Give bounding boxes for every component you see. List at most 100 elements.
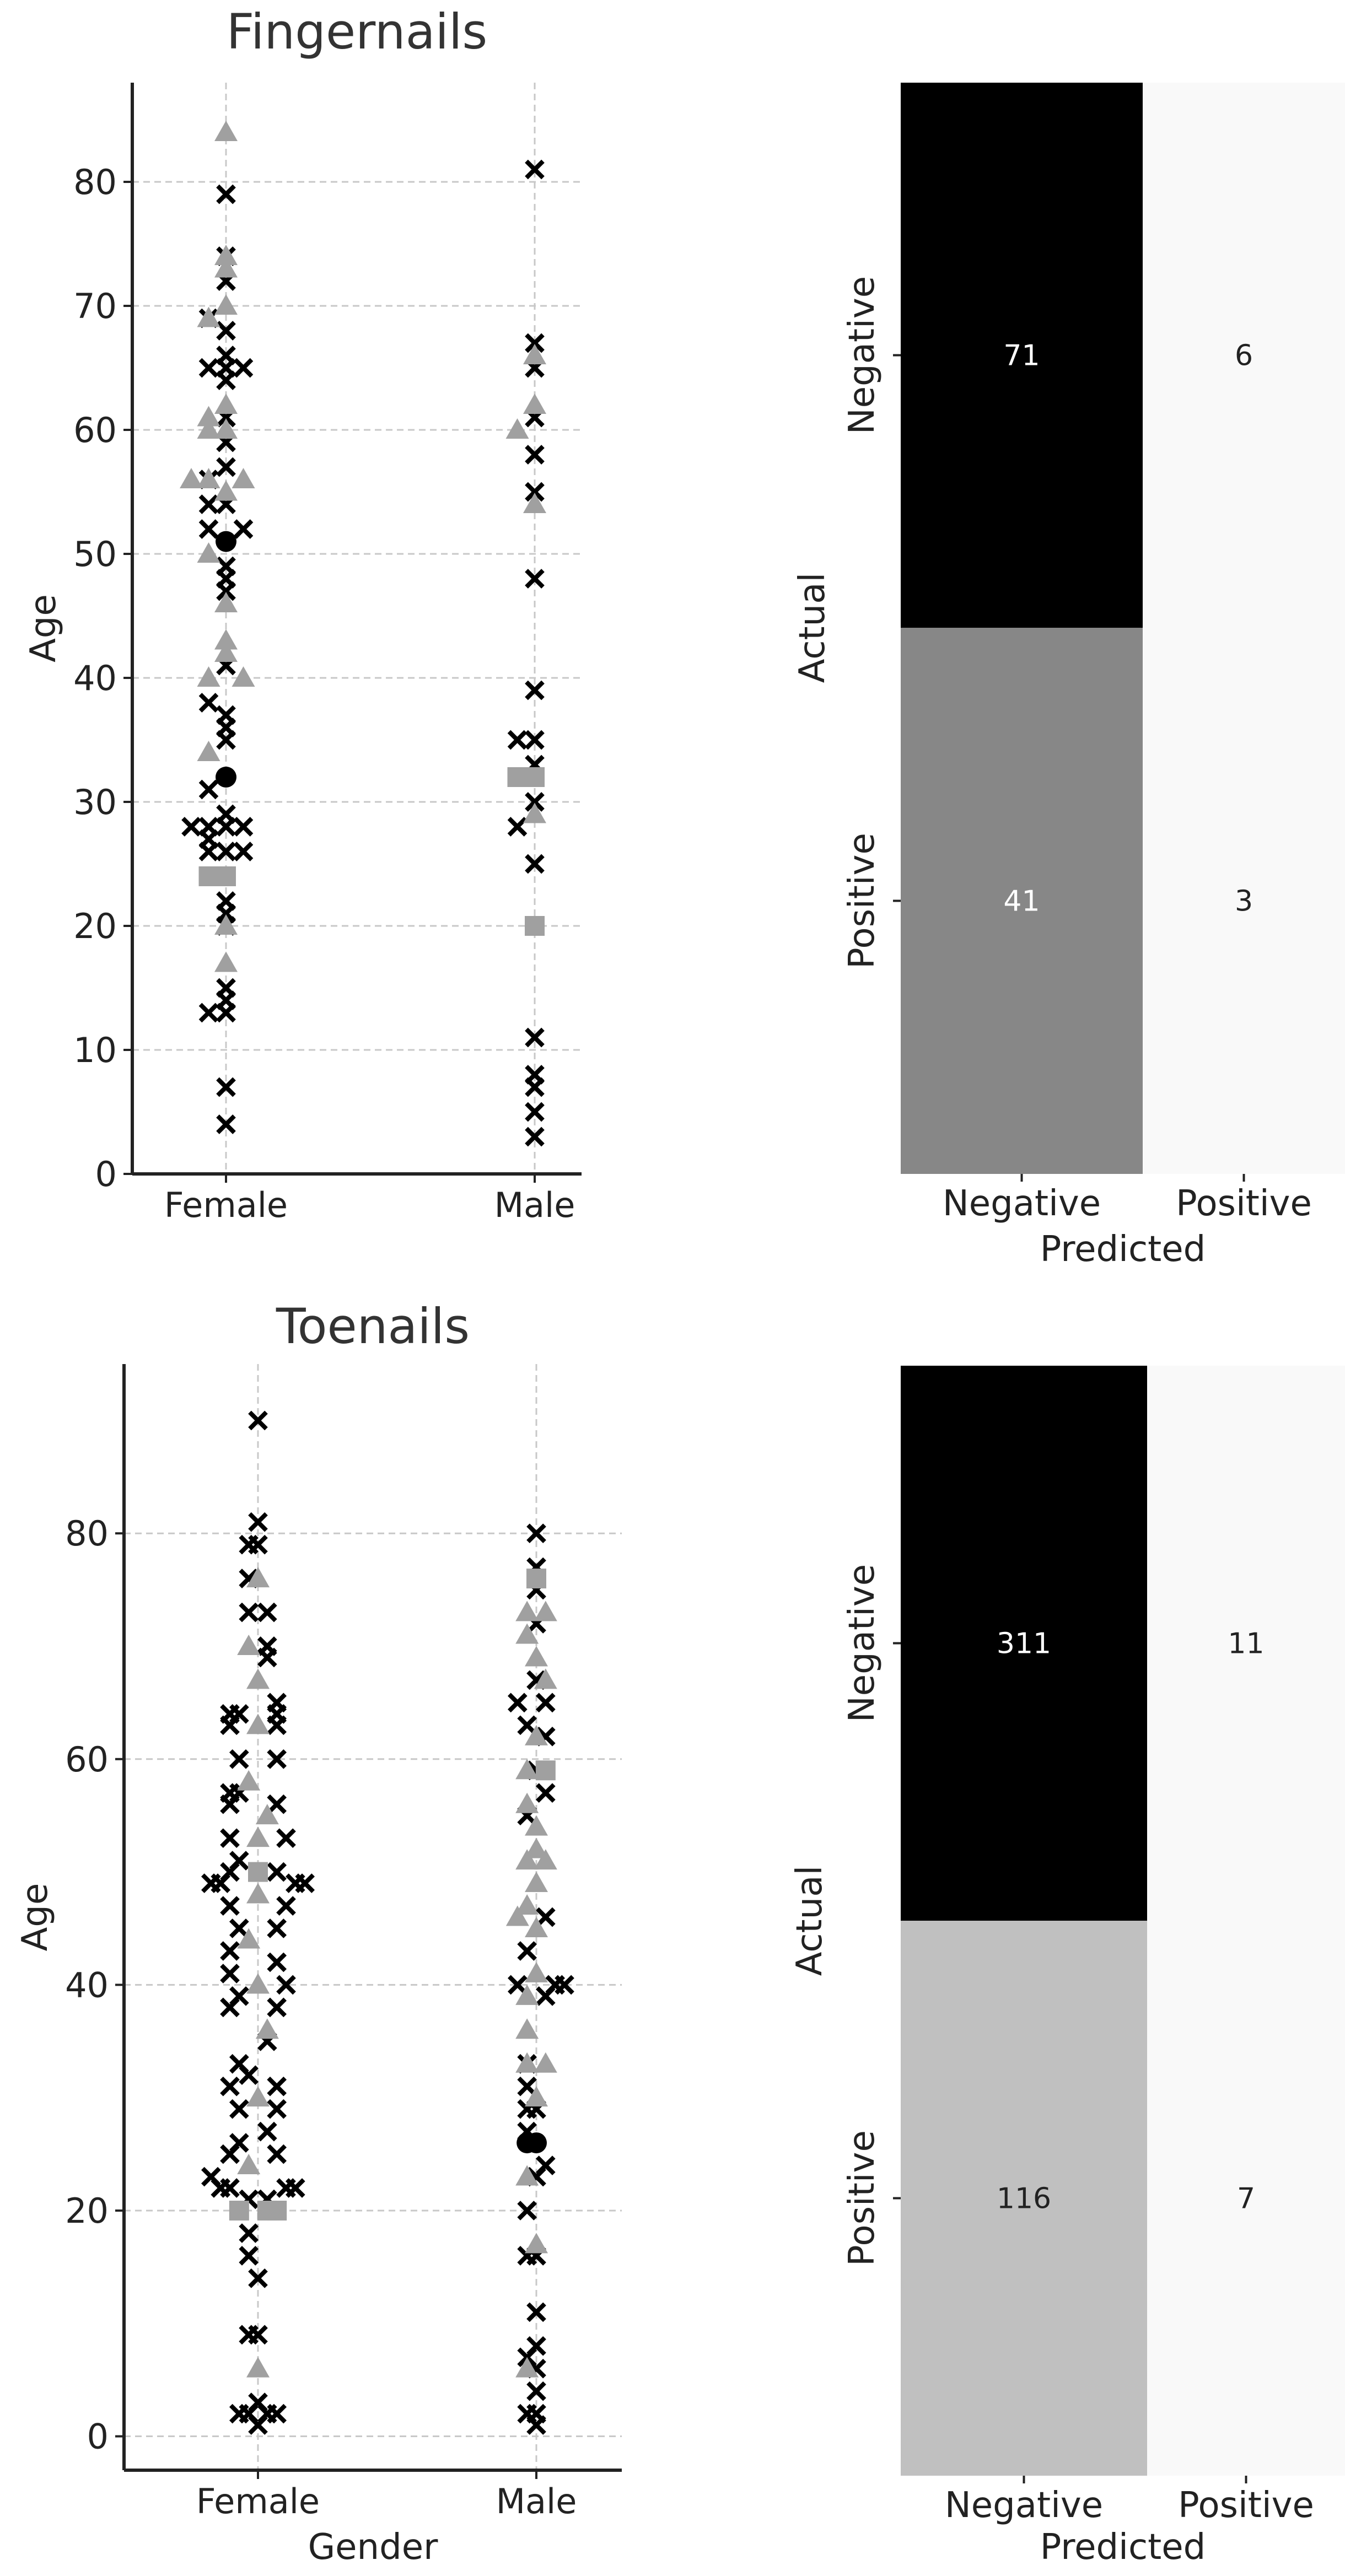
triangle-marker-point <box>246 1826 270 1847</box>
triangle-marker-point <box>214 294 238 315</box>
triangle-marker-point <box>214 121 238 141</box>
x-axis-label: Gender <box>308 2527 439 2568</box>
triangle-marker-point <box>525 1961 548 1982</box>
x-marker-point <box>248 2268 268 2288</box>
triangle-marker-point <box>214 629 238 650</box>
x-marker-point <box>216 1077 236 1097</box>
x-tick-label: Negative <box>943 1183 1101 1224</box>
y-tick-label: 40 <box>73 658 117 698</box>
triangle-marker-point <box>197 666 220 687</box>
y-tick-label: 60 <box>65 1739 109 1780</box>
x-marker-point <box>525 1077 545 1097</box>
x-marker-point <box>267 2099 287 2119</box>
triangle-marker-point <box>534 1668 557 1689</box>
x-marker-point <box>525 792 545 812</box>
x-marker-point <box>525 854 545 874</box>
triangle-marker-point <box>534 1600 557 1621</box>
x-tick-label: Negative <box>945 2485 1103 2526</box>
x-marker-point <box>211 1873 230 1893</box>
x-marker-point <box>220 2178 240 2198</box>
x-marker-point <box>526 1523 546 1544</box>
matrix-cell <box>1147 1366 1345 1921</box>
triangle-marker-point <box>255 1804 279 1825</box>
matrix-cell-value: 11 <box>1228 1627 1264 1661</box>
x-marker-point <box>276 1975 296 1995</box>
x-marker-point <box>239 2065 259 2085</box>
triangle-marker-point <box>523 394 546 414</box>
triangle-marker-point <box>515 2357 539 2378</box>
triangle-marker-point <box>525 1837 548 1858</box>
y-tick-label: 0 <box>95 1154 117 1194</box>
x-marker-point <box>257 2121 277 2142</box>
x-marker-point <box>267 2076 287 2097</box>
matrix-cell-value: 7 <box>1237 2182 1255 2216</box>
triangle-marker-point <box>515 2165 539 2186</box>
x-marker-point <box>248 1534 268 1555</box>
triangle-marker-point <box>214 394 238 414</box>
matrix-cell-value: 6 <box>1235 339 1253 373</box>
x-marker-point <box>525 680 545 700</box>
matrix-cell <box>1143 628 1345 1174</box>
x-marker-point <box>267 1749 287 1769</box>
confusion-matrix-1: 71 6 41 3 Negative Positive Negative Positive Pr… <box>792 83 1345 1270</box>
triangle-marker-point <box>214 480 238 501</box>
x-marker-point <box>508 1693 528 1713</box>
triangle-marker-point <box>246 1973 270 1994</box>
x-marker-point <box>216 817 236 837</box>
triangle-marker-point <box>525 1815 548 1836</box>
triangle-marker-point <box>525 1724 548 1745</box>
circle-marker-point <box>526 2132 547 2154</box>
x-axis-label: Predicted <box>1040 1229 1206 1270</box>
x-tick-label: Male <box>496 2481 577 2521</box>
triangle-marker-point <box>197 406 220 427</box>
square-marker-point <box>526 1569 546 1589</box>
triangle-marker-point <box>523 344 546 364</box>
y-tick-label: 0 <box>87 2417 109 2457</box>
x-tick-label: Positive <box>1178 2485 1314 2526</box>
x-marker-point <box>525 569 545 589</box>
y-tick-label: 70 <box>73 286 117 326</box>
scatter-panel-2: 0 20 40 60 80 Female Male Toenails Age Gender <box>15 1298 622 2568</box>
x-axis-label: Predicted <box>1040 2527 1206 2568</box>
y-tick-label: Positive <box>842 2130 883 2266</box>
y-tick-label: 40 <box>65 1965 109 2005</box>
y-tick-label: 80 <box>73 162 117 202</box>
x-marker-point <box>267 1952 287 1973</box>
x-marker-point <box>267 1862 287 1882</box>
triangle-marker-point <box>515 1849 539 1870</box>
triangle-marker-point <box>515 1759 539 1780</box>
triangle-marker-point <box>214 418 238 439</box>
x-marker-point <box>517 1715 537 1736</box>
triangle-marker-point <box>515 1792 539 1813</box>
triangle-marker-point <box>237 1634 261 1655</box>
x-marker-point <box>239 2223 259 2243</box>
triangle-marker-point <box>232 468 255 488</box>
x-marker-point <box>525 445 545 465</box>
x-marker-point <box>233 842 254 861</box>
x-marker-point <box>239 2246 259 2266</box>
matrix-cell <box>901 628 1143 1174</box>
triangle-marker-point <box>197 468 220 488</box>
triangle-marker-point <box>523 493 546 513</box>
square-marker-point <box>535 1760 556 1781</box>
triangle-marker-point <box>525 2233 548 2254</box>
triangle-marker-point <box>214 951 238 972</box>
x-marker-point <box>286 2178 305 2198</box>
y-tick-label: 30 <box>73 782 117 822</box>
x-marker-point <box>525 333 545 353</box>
x-marker-point <box>198 693 219 713</box>
triangle-marker-point <box>197 418 220 439</box>
x-marker-point <box>248 2415 268 2435</box>
triangle-marker-point <box>515 1894 539 1915</box>
x-marker-point <box>267 1794 287 1814</box>
confusion-matrix-3: 311 11 116 7 Negative Positive Negative Positiv… <box>789 1366 1345 2568</box>
x-marker-point <box>257 1602 277 1623</box>
x-marker-point <box>220 1828 240 1848</box>
x-marker-point <box>525 1027 545 1048</box>
x-marker-point <box>507 817 528 837</box>
square-marker-point <box>216 866 236 886</box>
x-marker-point <box>229 2099 249 2119</box>
triangle-marker-point <box>255 2018 279 2039</box>
x-marker-point <box>295 1873 315 1893</box>
